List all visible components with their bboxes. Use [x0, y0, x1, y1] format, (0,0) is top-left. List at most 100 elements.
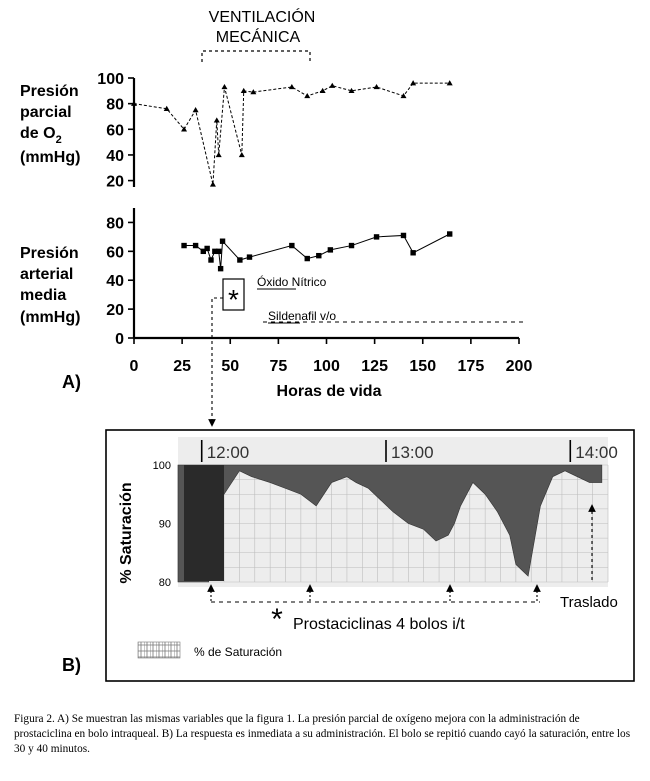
pao2-point: [400, 92, 407, 99]
map-point: [219, 238, 226, 244]
map-point: [373, 234, 380, 240]
bottom-y-tick-label: 0: [115, 331, 124, 348]
pao2-point: [410, 80, 417, 86]
map-point: [348, 242, 355, 249]
bottom-ylabel-line3: media: [20, 287, 66, 304]
figure-caption: Figura 2. A) Se muestran las mismas vari…: [14, 713, 631, 755]
x-tick-label: 75: [269, 358, 287, 375]
panel-b-frame: [105, 429, 635, 682]
time-label: 14:00: [575, 443, 618, 462]
bottom-ylabel-line4: (mmHg): [20, 309, 80, 326]
top-y-axis-label: Presión parcial de O2 (mmHg): [20, 83, 80, 166]
map-point: [246, 254, 253, 260]
pao2-point: [209, 181, 216, 187]
map-point: [217, 265, 224, 272]
top-ylabel-line3: de O2: [20, 125, 62, 146]
pao2-point: [221, 83, 228, 90]
bolus-markers: [207, 584, 541, 601]
bottom-y-axis-label: Presión arterial media (mmHg): [20, 245, 80, 326]
time-label: 12:00: [207, 443, 250, 462]
ventilation-bracket: [201, 50, 311, 62]
x-tick-label: 175: [458, 358, 485, 375]
x-tick-label: 125: [361, 358, 388, 375]
top-ylabel-o2-base: de O: [20, 125, 56, 142]
pao2-point: [181, 126, 188, 132]
pao2-point: [373, 83, 380, 90]
map-point: [316, 252, 322, 259]
pao2-point: [329, 82, 336, 88]
map-point: [327, 247, 334, 253]
x-tick-label: 25: [173, 358, 191, 375]
prostacyclin-label: Prostaciclinas 4 bolos i/t: [293, 616, 465, 633]
x-tick-label: 100: [313, 358, 340, 375]
top-ylabel-line1: Presión: [20, 83, 79, 100]
pao2-point: [131, 100, 137, 106]
panel-b-label: B): [62, 655, 81, 675]
bottom-y-tick-label: 80: [106, 215, 124, 232]
map-point: [400, 232, 407, 239]
pao2-point: [163, 105, 170, 111]
map-point: [212, 248, 218, 255]
map-point: [208, 257, 214, 263]
map-point: [304, 255, 310, 262]
saturation-ylabel: % Saturación: [118, 482, 135, 583]
pao2-point: [304, 92, 311, 99]
figure: VENTILACIÓN MECÁNICA Presión parcial de …: [20, 7, 635, 682]
top-y-tick-label: 20: [106, 174, 124, 191]
pao2-point: [250, 89, 257, 95]
pao2-point: [240, 87, 247, 94]
ventilation-label-line1: VENTILACIÓN: [209, 7, 316, 26]
pao2-point: [213, 117, 220, 123]
bottom-axes: 0 20 40 60 80 0 25 50 75 100 125 150 175 200: [106, 208, 532, 375]
pao2-point: [215, 151, 222, 158]
pao2-point: [348, 87, 355, 94]
bottom-y-tick-label: 40: [106, 273, 124, 290]
bottom-y-tick-label: 20: [106, 302, 124, 319]
prostacyclin-box: [222, 278, 245, 311]
pao2-point: [238, 151, 245, 158]
x-tick-label: 0: [130, 358, 139, 375]
map-point: [289, 242, 295, 249]
pao2-line: [133, 82, 450, 185]
top-y-tick-label: 60: [106, 122, 124, 139]
x-tick-label: 50: [221, 358, 239, 375]
pao2-point: [192, 107, 199, 113]
bottom-series: [181, 231, 453, 272]
saturation-tick-label: 80: [159, 577, 171, 589]
map-point: [192, 242, 199, 249]
early-black-block: [184, 465, 224, 581]
top-series: [131, 80, 453, 187]
panel-a-label: A): [62, 372, 81, 392]
x-tick-label: 200: [506, 358, 533, 375]
x-tick-label: 150: [409, 358, 436, 375]
top-y-tick-label: 40: [106, 148, 124, 165]
map-point: [216, 248, 222, 255]
sildenafil-label: Sildenafil v/o: [268, 309, 336, 323]
map-point: [410, 250, 416, 256]
map-point: [181, 242, 187, 249]
top-ylabel-line2: parcial: [20, 104, 72, 121]
time-label: 13:00: [391, 443, 434, 462]
saturation-trace: [177, 464, 603, 583]
top-y-axis: 20 40 60 80 100: [97, 71, 136, 191]
map-point: [204, 245, 210, 252]
transfer-label: Traslado: [560, 594, 618, 611]
top-y-tick-label: 80: [106, 97, 124, 114]
top-y-tick-label: 100: [97, 71, 124, 88]
saturation-tick-label: 100: [153, 460, 171, 472]
legend-label: % de Saturación: [194, 645, 282, 659]
bottom-y-tick-label: 60: [106, 244, 124, 261]
panel-a-asterisk: *: [228, 284, 239, 315]
panel-b-asterisk: *: [271, 603, 283, 636]
pao2-point: [288, 83, 295, 90]
ventilation-label-line2: MECÁNICA: [216, 27, 301, 46]
pao2-point: [319, 87, 326, 94]
x-axis-title: Horas de vida: [277, 383, 382, 400]
monitor-time-axis: 12:00 13:00 14:00: [200, 440, 618, 462]
saturation-tick-label: 90: [159, 519, 171, 531]
bottom-ylabel-line2: arterial: [20, 266, 73, 283]
nitric-oxide-label: Óxido Nítrico: [257, 274, 327, 289]
legend-swatch: [137, 641, 181, 659]
pao2-point: [446, 80, 453, 86]
map-point: [237, 257, 243, 263]
